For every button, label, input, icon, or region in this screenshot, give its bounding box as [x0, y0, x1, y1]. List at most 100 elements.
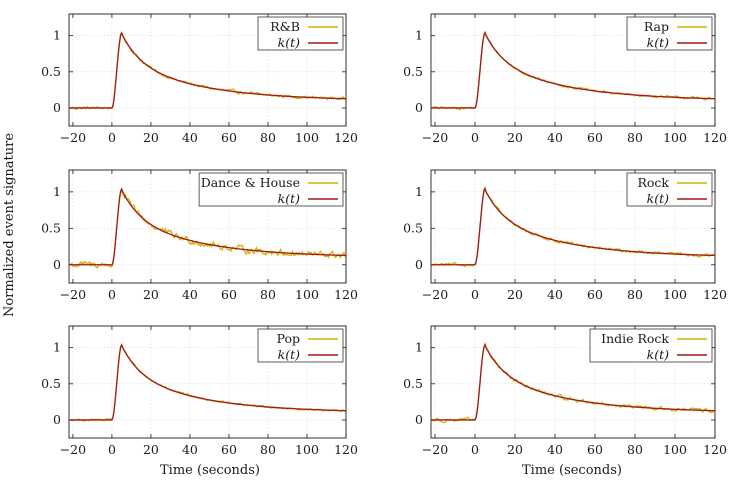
- x-tick-label: 0: [108, 130, 116, 145]
- x-tick-label: 120: [703, 287, 727, 302]
- kernel-series-line: [431, 187, 715, 266]
- x-tick-label: 100: [295, 442, 319, 457]
- x-tick-label: 60: [221, 442, 237, 457]
- legend-label-genre: Indie Rock: [601, 331, 669, 346]
- x-tick-label: 20: [143, 130, 159, 145]
- legend-label-kernel: k(t): [278, 347, 300, 362]
- x-tick-label: 100: [295, 287, 319, 302]
- x-tick-label: 40: [182, 442, 198, 457]
- legend-label-kernel: k(t): [278, 35, 300, 50]
- y-axis-title: Normalized event signature: [2, 133, 17, 317]
- y-tick-label: 0.5: [403, 220, 423, 235]
- x-tick-label: 100: [663, 442, 687, 457]
- x-tick-label: −20: [60, 287, 86, 302]
- x-tick-label: 60: [221, 130, 237, 145]
- y-tick-label: 0.5: [403, 64, 423, 79]
- x-tick-label: 60: [587, 287, 603, 302]
- x-tick-label: 80: [627, 442, 643, 457]
- x-tick-label: 100: [295, 130, 319, 145]
- x-tick-label: 20: [507, 442, 523, 457]
- x-tick-label: 60: [587, 442, 603, 457]
- x-axis-title-left: Time (seconds): [160, 463, 260, 478]
- x-tick-label: 100: [663, 130, 687, 145]
- x-tick-label: 80: [260, 287, 276, 302]
- legend-box: [257, 16, 344, 51]
- x-axis-title-right: Time (seconds): [522, 463, 622, 478]
- x-tick-label: 40: [182, 130, 198, 145]
- legend-label-genre: Pop: [277, 331, 300, 346]
- legend-box: [626, 172, 713, 207]
- x-tick-label: 80: [260, 130, 276, 145]
- y-tick-label: 0: [53, 100, 61, 115]
- x-tick-label: 120: [334, 442, 358, 457]
- plot-frame: [430, 325, 716, 439]
- y-tick-label: 1: [53, 184, 61, 199]
- kernel-series-line: [431, 31, 715, 109]
- x-tick-label: 0: [471, 287, 479, 302]
- kernel-series-line: [431, 343, 715, 421]
- x-tick-label: 20: [507, 130, 523, 145]
- y-tick-label: 0.5: [41, 220, 61, 235]
- plot-frame: [68, 325, 347, 439]
- legend-label-kernel: k(t): [647, 35, 669, 50]
- y-tick-label: 0: [415, 412, 423, 427]
- kernel-series-line: [69, 187, 346, 266]
- legend-box: [589, 328, 713, 363]
- x-tick-label: 40: [547, 287, 563, 302]
- x-tick-label: 60: [587, 130, 603, 145]
- x-tick-label: 0: [108, 287, 116, 302]
- legend-box: [257, 328, 344, 363]
- plot-area: [431, 341, 715, 424]
- y-tick-label: 0: [53, 257, 61, 272]
- x-tick-label: 60: [221, 287, 237, 302]
- x-tick-label: 0: [108, 442, 116, 457]
- y-tick-label: 1: [415, 340, 423, 355]
- x-tick-label: 0: [471, 442, 479, 457]
- plot-frame: [430, 13, 716, 127]
- x-tick-label: 40: [182, 287, 198, 302]
- x-tick-label: −20: [60, 130, 86, 145]
- x-tick-label: 20: [143, 442, 159, 457]
- x-tick-label: 120: [703, 130, 727, 145]
- y-tick-label: 1: [415, 28, 423, 43]
- plot-area: [431, 30, 715, 111]
- x-tick-label: 0: [471, 130, 479, 145]
- legend-label-genre: R&B: [270, 19, 300, 34]
- legend-label-genre: Dance & House: [201, 175, 300, 190]
- x-tick-label: 120: [703, 442, 727, 457]
- legend-label-genre: Rock: [637, 175, 669, 190]
- y-tick-label: 0.5: [41, 64, 61, 79]
- y-tick-label: 1: [415, 184, 423, 199]
- legend-box: [198, 172, 344, 207]
- plot-area: [69, 31, 346, 110]
- x-tick-label: −20: [422, 130, 448, 145]
- plot-area: [69, 343, 346, 422]
- x-tick-label: −20: [60, 442, 86, 457]
- x-tick-label: 20: [507, 287, 523, 302]
- plot-frame: [68, 13, 347, 127]
- x-tick-label: 120: [334, 287, 358, 302]
- x-tick-label: 100: [663, 287, 687, 302]
- legend: R&Bk(t): [257, 16, 344, 51]
- chart-panel: −20 0 20 40 60 80 100 120 0 0.5 1 R&Bk(t): [41, 13, 358, 145]
- x-tick-label: 20: [143, 287, 159, 302]
- plot-area: [431, 185, 715, 268]
- kernel-series-line: [69, 343, 346, 421]
- plot-area: [69, 187, 346, 270]
- x-tick-label: −20: [422, 287, 448, 302]
- legend-label-genre: Rap: [644, 19, 669, 34]
- y-tick-label: 1: [53, 28, 61, 43]
- y-tick-label: 0: [415, 100, 423, 115]
- x-tick-label: 40: [547, 442, 563, 457]
- y-tick-label: 0.5: [403, 376, 423, 391]
